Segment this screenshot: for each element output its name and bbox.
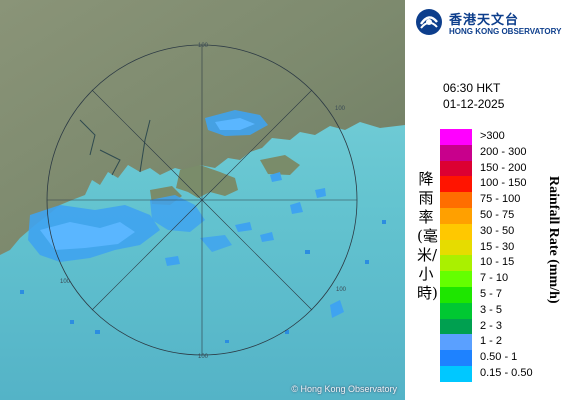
legend-range-label: 50 - 75: [480, 208, 515, 221]
legend-row: 30 - 50: [440, 223, 577, 240]
legend-row: 10 - 15: [440, 255, 577, 272]
legend-range-label: 5 - 7: [480, 287, 503, 300]
legend-range-label: 3 - 5: [480, 303, 503, 316]
legend-range-label: 2 - 3: [480, 319, 503, 332]
legend-swatch: [440, 286, 472, 303]
legend-row: 2 - 3: [440, 318, 577, 335]
legend-range-label: 75 - 100: [480, 193, 521, 206]
legend-swatch: [440, 350, 472, 366]
legend-swatch: [440, 207, 472, 224]
legend-swatch: [440, 239, 472, 256]
legend-swatch: [440, 365, 472, 382]
legend-row: 0.15 - 0.50: [440, 365, 577, 382]
legend-row: 0.50 - 1: [440, 350, 577, 366]
legend-row: 1 - 2: [440, 334, 577, 351]
observatory-logo[interactable]: 香港天文台 HONG KONG OBSERVATORY: [413, 6, 573, 42]
legend-range-label: >300: [480, 130, 505, 142]
legend-swatch: [440, 302, 472, 319]
legend-row: 15 - 30: [440, 239, 577, 256]
range-ring-label: 100: [335, 106, 346, 112]
range-ring-label: 100: [336, 287, 347, 293]
legend-range-label: 0.50 - 1: [480, 351, 518, 364]
observatory-logo-icon: [416, 9, 442, 35]
legend-range-label: 10 - 15: [480, 256, 515, 269]
legend-range-label: 15 - 30: [480, 240, 515, 253]
legend-range-label: 0.15 - 0.50: [480, 366, 533, 379]
legend-range-label: 200 - 300: [480, 145, 527, 158]
legend-row: 200 - 300: [440, 144, 577, 161]
legend-swatch: [440, 318, 472, 335]
legend-row: 7 - 10: [440, 271, 577, 287]
bearing-lines: [47, 45, 357, 355]
rain-echoes-dark: [20, 220, 386, 343]
river-line: [99, 149, 121, 176]
radar-date: 01-12-2025: [443, 97, 505, 111]
range-ring-label: 100: [198, 43, 209, 49]
range-ring-label: 100: [60, 279, 71, 285]
legend-swatch: [440, 129, 472, 145]
logo-name-en: HONG KONG OBSERVATORY: [449, 27, 562, 36]
radar-map-graphic: 100 100 100 100 100: [0, 0, 405, 400]
legend-swatch: [440, 144, 472, 161]
legend-row: 75 - 100: [440, 192, 577, 208]
legend-range-label: 30 - 50: [480, 224, 515, 237]
rainfall-legend: >300 200 - 300 150 - 200 100 - 150 75 - 100 5…: [440, 129, 577, 382]
island-area: [260, 155, 300, 175]
river-line: [79, 119, 96, 156]
radar-map: 100 100 100 100 100 © Hong Kong Observat…: [0, 0, 405, 400]
legend-swatch: [440, 271, 472, 287]
rain-echoes-light: [40, 118, 255, 250]
legend-swatch: [440, 176, 472, 193]
legend-swatch: [440, 160, 472, 177]
legend-swatch: [440, 334, 472, 351]
copyright-notice: © Hong Kong Observatory: [291, 384, 397, 394]
legend-range-label: 7 - 10: [480, 272, 509, 285]
legend-range-label: 150 - 200: [480, 161, 527, 174]
radar-time: 06:30 HKT: [443, 81, 501, 95]
legend-range-label: 100 - 150: [480, 177, 527, 190]
legend-swatch: [440, 255, 472, 272]
legend-range-label: 1 - 2: [480, 335, 503, 348]
range-ring-label: 100: [198, 354, 209, 360]
mainland-area: [0, 0, 405, 255]
legend-row: 150 - 200: [440, 160, 577, 177]
legend-title-cn: 降雨率(毫米/小時): [417, 170, 438, 302]
logo-name-cn: 香港天文台: [449, 13, 520, 28]
legend-row: >300: [440, 129, 577, 145]
legend-title-en: Rainfall Rate (mm/h): [546, 176, 561, 304]
legend-row: 3 - 5: [440, 302, 577, 319]
legend-row: 100 - 150: [440, 176, 577, 193]
legend-swatch: [440, 192, 472, 208]
legend-swatch: [440, 223, 472, 240]
legend-row: 5 - 7: [440, 286, 577, 303]
legend-row: 50 - 75: [440, 207, 577, 224]
info-panel: 香港天文台 HONG KONG OBSERVATORY 06:30 HKT 01…: [405, 0, 577, 400]
river-line: [139, 119, 151, 173]
